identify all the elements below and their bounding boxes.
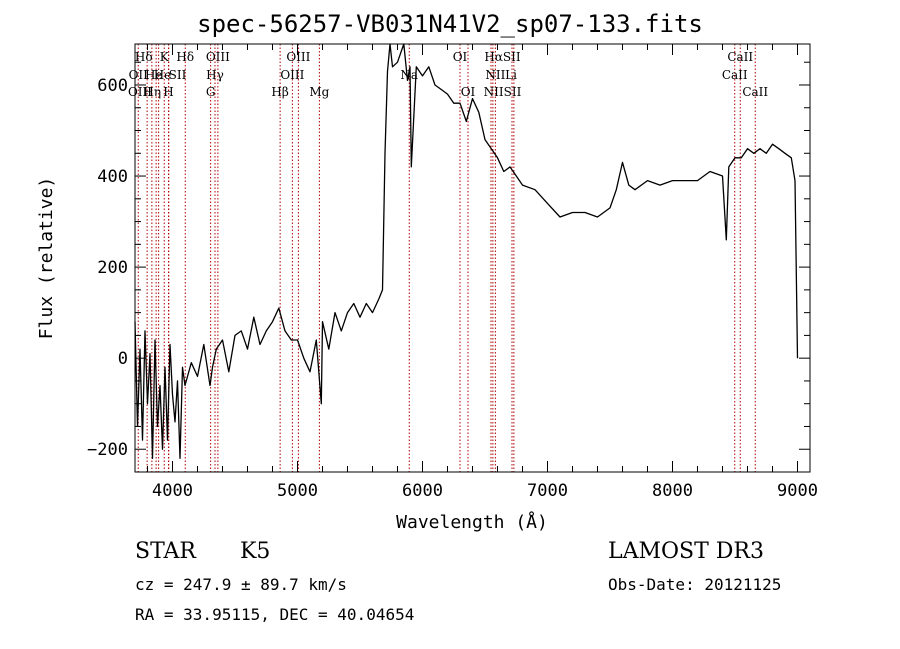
- y-axis-label: Flux (relative): [36, 177, 57, 340]
- line-label: He: [154, 68, 172, 82]
- line-label: Hβ: [271, 85, 288, 99]
- line-label: SII: [169, 68, 187, 82]
- line-label: NII: [485, 68, 505, 82]
- line-label: CaII: [722, 68, 748, 82]
- line-label: Mg: [309, 85, 329, 99]
- line-label: NIISII: [484, 85, 522, 99]
- line-label: HαSII: [484, 50, 521, 64]
- object-class: STAR: [135, 539, 196, 564]
- line-label: G: [206, 85, 216, 99]
- y-tick-label: 200: [97, 258, 128, 278]
- line-label: K: [160, 50, 170, 64]
- spectrum-line-flux: [134, 43, 799, 459]
- object-subclass: K5: [240, 539, 271, 564]
- coordinates: RA = 33.95115, DEC = 40.04654: [135, 605, 415, 624]
- line-label: OIII: [280, 68, 304, 82]
- line-label: Hγ: [206, 68, 224, 82]
- y-tick-label: −200: [87, 440, 128, 460]
- y-tick-label: 0: [118, 349, 128, 369]
- line-label: CaII: [742, 85, 768, 99]
- obs-date: Obs-Date: 20121125: [608, 575, 782, 594]
- x-tick-label: 8000: [652, 481, 693, 501]
- x-tick-label: 4000: [152, 481, 193, 501]
- line-label: Hδ: [176, 50, 194, 64]
- y-tick-label: 600: [97, 76, 128, 96]
- axis-tick-labels: 4000 5000 6000 7000 8000 9000 −200 0 200 400 600: [87, 76, 818, 501]
- redshift-value: cz = 247.9 ± 89.7 km/s: [135, 575, 347, 594]
- plot-frame: [134, 43, 811, 473]
- line-label: OIII: [206, 50, 230, 64]
- chart-title: spec-56257-VB031N41V2_sp07-133.fits: [197, 10, 703, 38]
- x-axis-label: Wavelength (Å): [396, 511, 548, 533]
- line-label: Hδ: [135, 50, 153, 64]
- line-label: OI: [453, 50, 468, 64]
- line-label: OIII: [286, 50, 310, 64]
- x-tick-label: 6000: [402, 481, 443, 501]
- survey-name: LAMOST DR3: [608, 539, 764, 564]
- axis-ticks: [135, 44, 810, 472]
- x-tick-label: 7000: [527, 481, 568, 501]
- line-label: Hη: [143, 85, 161, 99]
- line-label: Li: [505, 68, 517, 82]
- line-label: He: [145, 68, 163, 82]
- line-label: OII: [129, 68, 149, 82]
- spectrum-series: [134, 43, 799, 459]
- line-markers: [137, 44, 756, 472]
- plot-border: [134, 43, 811, 473]
- line-label: CaII: [727, 50, 753, 64]
- y-tick-label: 400: [97, 167, 128, 187]
- x-tick-label: 9000: [777, 481, 818, 501]
- line-label: Na: [400, 68, 418, 82]
- line-label: OIII: [128, 85, 152, 99]
- line-label: H: [163, 85, 173, 99]
- x-tick-label: 5000: [277, 481, 318, 501]
- line-label: OI: [461, 85, 476, 99]
